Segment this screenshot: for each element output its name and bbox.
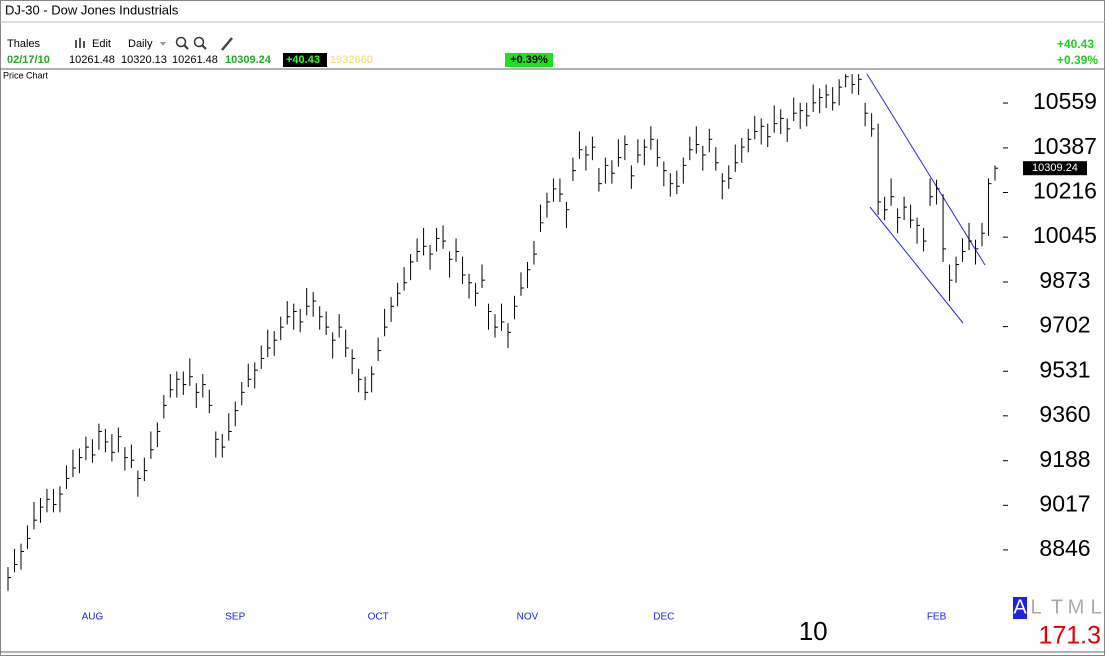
header-change-pct: +0.39% bbox=[1057, 53, 1098, 67]
account-menu[interactable]: Thales bbox=[7, 38, 41, 50]
change-badge bbox=[283, 53, 327, 67]
y-tick-label: 9188 bbox=[1039, 446, 1090, 472]
interval-dropdown[interactable] bbox=[160, 42, 166, 46]
y-tick-label: 10387 bbox=[1033, 133, 1097, 159]
trend-line-upper bbox=[866, 73, 986, 266]
header-change: +40.43 bbox=[1057, 37, 1094, 51]
last-price-tag bbox=[1023, 161, 1087, 176]
quote-low: 10261.48 bbox=[172, 54, 218, 66]
y-tick-label: 8846 bbox=[1039, 535, 1090, 561]
trend-line-lower bbox=[869, 206, 964, 324]
scale-button[interactable]: M bbox=[1068, 596, 1085, 618]
pct-badge bbox=[505, 53, 553, 67]
month-label: NOV bbox=[517, 612, 539, 623]
window-title: DJ-30 - Dow Jones Industrials bbox=[5, 2, 179, 17]
quote-high: 10320.13 bbox=[121, 54, 167, 66]
scale-button[interactable]: A bbox=[1013, 596, 1027, 618]
interval-menu[interactable]: Daily bbox=[128, 38, 153, 50]
quote-close: 10309.24 bbox=[225, 54, 272, 66]
y-tick-label: 10045 bbox=[1033, 222, 1097, 248]
quote-change: +40.43 bbox=[286, 54, 320, 66]
zoom-out[interactable] bbox=[193, 36, 207, 50]
month-label: DEC bbox=[653, 612, 674, 623]
scale-button[interactable]: L bbox=[1030, 596, 1041, 618]
month-label: AUG bbox=[82, 612, 104, 623]
edit-menu[interactable]: Edit bbox=[92, 38, 111, 50]
month-label: FEB bbox=[927, 612, 947, 623]
panel-label: Price Chart bbox=[3, 70, 49, 80]
y-tick-label: 9873 bbox=[1039, 267, 1090, 293]
year-label: 10 bbox=[799, 616, 828, 646]
quote-volume: 1932660 bbox=[330, 54, 373, 66]
quote-date: 02/17/10 bbox=[7, 54, 50, 66]
scale-step: 171.3 bbox=[1038, 622, 1101, 650]
y-tick-label: 10559 bbox=[1033, 88, 1097, 114]
y-tick-label: 9017 bbox=[1039, 490, 1090, 516]
y-tick-label: 9531 bbox=[1039, 356, 1090, 382]
draw-tool[interactable] bbox=[221, 37, 233, 51]
edit-icon bbox=[75, 38, 85, 48]
scale-button-active[interactable] bbox=[1013, 597, 1027, 619]
scale-button[interactable]: L bbox=[1090, 596, 1101, 618]
last-price-label: 10309.24 bbox=[1032, 162, 1078, 174]
month-label: SEP bbox=[225, 612, 245, 623]
y-tick-label: 10216 bbox=[1033, 178, 1097, 204]
month-label: OCT bbox=[368, 612, 389, 623]
scale-button[interactable]: T bbox=[1051, 596, 1063, 618]
quote-change-pct: +0.39% bbox=[510, 54, 548, 66]
zoom-in[interactable] bbox=[175, 36, 189, 50]
y-tick-label: 9360 bbox=[1039, 401, 1090, 427]
quote-open: 10261.48 bbox=[69, 54, 115, 66]
y-tick-label: 9702 bbox=[1039, 312, 1090, 338]
